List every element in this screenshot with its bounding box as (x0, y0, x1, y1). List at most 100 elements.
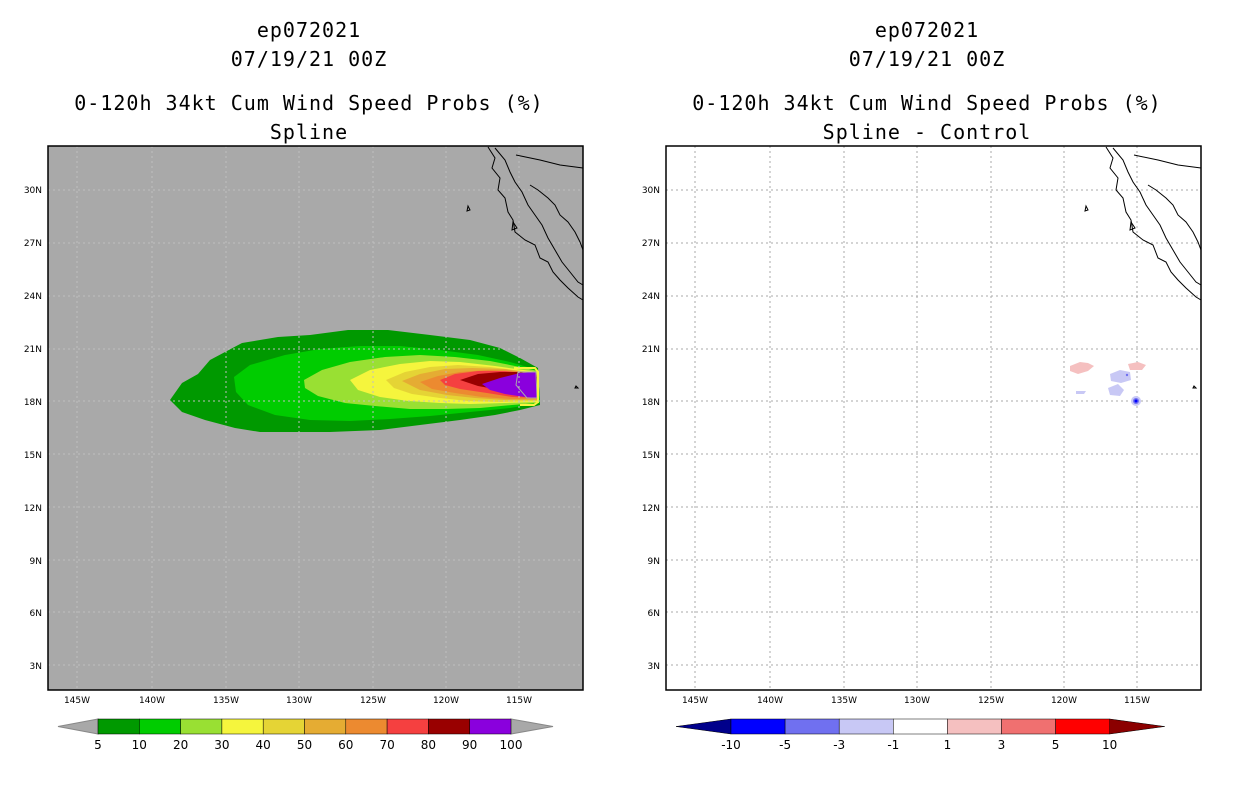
colorbar-label: 40 (256, 738, 271, 752)
colorbar-swatch (1055, 718, 1110, 735)
colorbar-label: 10 (132, 738, 147, 752)
colorbar-label: 30 (214, 738, 229, 752)
negative-blob (1108, 384, 1124, 396)
colorbar-label: 5 (1052, 738, 1060, 752)
positive-blob (1128, 362, 1146, 370)
product-title: 0-120h 34kt Cum Wind Speed Probs (%) (74, 91, 544, 115)
negative-blob (1110, 370, 1131, 383)
lat-label: 6N (648, 609, 660, 619)
map-frame (47, 145, 584, 691)
colorbar-swatch (838, 718, 894, 735)
colorbar-low-arrow (675, 718, 732, 735)
lon-label: 135W (831, 696, 857, 706)
colorbar-swatch (180, 718, 223, 735)
colorbar-swatch (345, 718, 388, 735)
lat-label: 21N (24, 345, 42, 355)
colorbar-label: -1 (887, 738, 899, 752)
probability-map: 30N 27N 24N 21N 18N 15N 12N 9N 6N 3N 145… (24, 145, 584, 752)
lat-label: 12N (642, 504, 660, 514)
graticule (48, 146, 583, 690)
colorbar-label: -5 (779, 738, 791, 752)
colorbar-label: 70 (379, 738, 394, 752)
colorbar-swatch (97, 718, 140, 735)
lat-label: 24N (24, 292, 42, 302)
colorbar-high-arrow (1109, 718, 1165, 735)
difference-map-panel: ep072021 07/19/21 00Z 0-120h 34kt Cum Wi… (618, 0, 1236, 800)
lat-label: 12N (24, 504, 42, 514)
datetime-title: 07/19/21 00Z (848, 47, 1006, 71)
lat-label: 21N (642, 345, 660, 355)
lon-label: 120W (433, 696, 459, 706)
lon-label: 120W (1051, 696, 1077, 706)
colorbar-label: 5 (94, 738, 102, 752)
datetime-title: 07/19/21 00Z (230, 47, 388, 71)
lon-label: 125W (978, 696, 1004, 706)
map-frame (665, 145, 1202, 691)
lat-label: 18N (642, 398, 660, 408)
lat-label: 9N (30, 557, 42, 567)
colorbar-swatch (893, 718, 948, 735)
lon-label: 125W (360, 696, 386, 706)
lon-label: 145W (682, 696, 708, 706)
probability-map-panel: ep072021 07/19/21 00Z 0-120h 34kt Cum Wi… (24, 18, 584, 752)
colorbar-label: 10 (1102, 738, 1117, 752)
colorbar-label: 80 (421, 738, 436, 752)
colorbar-label: 100 (500, 738, 523, 752)
lon-label: 140W (757, 696, 783, 706)
negative-blob (1076, 391, 1086, 394)
lat-label: 30N (24, 186, 42, 196)
lon-label: 115W (506, 696, 532, 706)
negative-core (1125, 373, 1129, 377)
contour-90 (482, 372, 537, 398)
difference-map: 30N 27N 24N 21N 18N 15N 12N 9N 6N 3N 145… (642, 145, 1202, 752)
swath-edge-highlight (514, 367, 539, 406)
lat-label: 6N (30, 609, 42, 619)
colorbar-label: 20 (173, 738, 188, 752)
colorbar-swatch (947, 718, 1002, 735)
colorbar-low-arrow (57, 718, 99, 735)
map-background (666, 146, 1201, 690)
lon-label: 135W (213, 696, 239, 706)
lon-label: 130W (904, 696, 930, 706)
negative-core (1134, 399, 1138, 403)
colorbar: -10 -5 -3 -1 1 3 5 10 (675, 718, 1165, 752)
coastline (466, 146, 584, 389)
coastline (1084, 146, 1202, 389)
method-title: Spline - Control (822, 120, 1032, 144)
colorbar-label: 3 (998, 738, 1006, 752)
lon-label: 130W (286, 696, 312, 706)
difference-contours (1070, 362, 1146, 406)
lat-label: 24N (642, 292, 660, 302)
colorbar: 5 10 20 30 40 50 60 70 80 90 100 (57, 718, 554, 752)
graticule (666, 146, 1201, 690)
lat-label: 3N (30, 662, 42, 672)
storm-id-title: ep072021 (256, 18, 362, 42)
colorbar-swatch (304, 718, 347, 735)
method-title: Spline (269, 120, 349, 144)
lat-label: 9N (648, 557, 660, 567)
colorbar-high-arrow (510, 718, 554, 735)
probability-swath (170, 330, 540, 432)
colorbar-swatch (1001, 718, 1056, 735)
colorbar-label: 1 (944, 738, 952, 752)
lat-label: 15N (24, 451, 42, 461)
storm-id-title: ep072021 (874, 18, 980, 42)
colorbar-swatch (730, 718, 786, 735)
colorbar-label: 60 (338, 738, 353, 752)
colorbar-label: -10 (721, 738, 741, 752)
colorbar-label: 50 (297, 738, 312, 752)
lat-label: 27N (24, 239, 42, 249)
contour-100 (515, 371, 538, 399)
colorbar-label: -3 (833, 738, 845, 752)
colorbar-swatch (469, 718, 512, 735)
lat-label: 18N (24, 398, 42, 408)
lon-label: 115W (1124, 696, 1150, 706)
colorbar-swatch (784, 718, 840, 735)
colorbar-swatch (386, 718, 429, 735)
lat-label: 30N (642, 186, 660, 196)
colorbar-swatch (139, 718, 181, 735)
positive-blob (1070, 362, 1094, 374)
colorbar-swatch (221, 718, 264, 735)
lat-label: 15N (642, 451, 660, 461)
product-title: 0-120h 34kt Cum Wind Speed Probs (%) (692, 91, 1162, 115)
